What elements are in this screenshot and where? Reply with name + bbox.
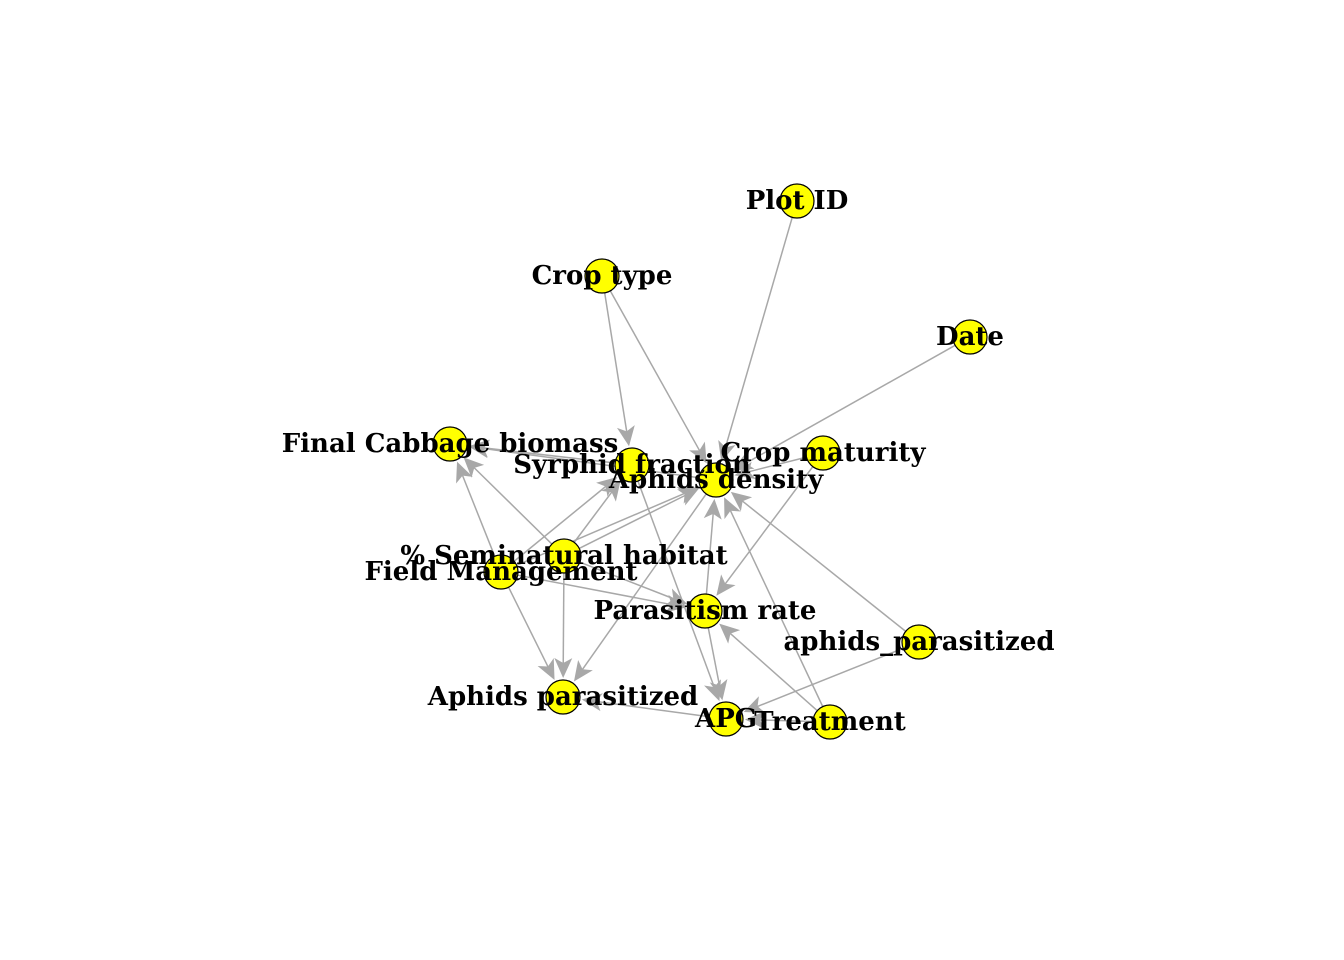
edge-seminatural-to-aphids_density bbox=[578, 488, 700, 550]
node-label-final_cabbage: Final Cabbage biomass bbox=[282, 429, 619, 459]
node-label-field_mgmt: Field Management bbox=[364, 557, 637, 587]
edge-field_mgmt-to-aphids_parasitized bbox=[507, 586, 555, 680]
node-aphids_parasitized bbox=[545, 679, 581, 715]
edge-field_mgmt-to-final_cabbage bbox=[456, 461, 496, 557]
edge-aphids_parasitized_lc-to-apg bbox=[743, 647, 904, 713]
edge-crop_maturity-to-parasitism bbox=[716, 466, 814, 596]
node-label-aphids_parasitized: Aphids parasitized bbox=[427, 682, 698, 712]
edge-seminatural-to-final_cabbage bbox=[463, 457, 553, 545]
node-treatment bbox=[812, 704, 848, 740]
node-seminatural bbox=[546, 538, 582, 574]
node-label-aphids_parasitized_lc: aphids_parasitized bbox=[783, 627, 1054, 657]
edge-aphids_parasitized_lc-to-aphids_density bbox=[730, 491, 907, 632]
node-label-apg: APG bbox=[694, 704, 757, 734]
node-field_mgmt bbox=[483, 554, 519, 590]
node-syrphid bbox=[614, 447, 650, 483]
node-label-treatment: Treatment bbox=[754, 707, 906, 737]
node-apg bbox=[708, 701, 744, 737]
node-label-plot_id: Plot ID bbox=[746, 186, 849, 216]
edge-crop_type-to-aphids_density bbox=[609, 290, 707, 464]
node-crop_maturity bbox=[805, 435, 841, 471]
edge-field_mgmt-to-aphids_density bbox=[516, 487, 699, 567]
edge-aphids_density-to-aphids_parasitized bbox=[573, 493, 707, 682]
node-label-date: Date bbox=[936, 322, 1004, 352]
edge-aphids_density-to-final_cabbage bbox=[468, 440, 700, 479]
node-layer bbox=[432, 183, 988, 740]
node-label-parasitism: Parasitism rate bbox=[594, 596, 817, 626]
node-date bbox=[952, 319, 988, 355]
edge-seminatural-to-syrphid bbox=[573, 480, 621, 543]
node-label-aphids_density: Aphids density bbox=[608, 465, 824, 495]
edge-layer bbox=[456, 217, 956, 730]
node-label-crop_type: Crop type bbox=[532, 261, 673, 291]
edge-treatment-to-aphids_density bbox=[724, 497, 824, 707]
edge-apg-to-aphids_parasitized bbox=[581, 693, 710, 718]
node-aphids_density bbox=[698, 462, 734, 498]
edge-seminatural-to-aphids_parasitized bbox=[554, 572, 573, 679]
label-layer: Plot ID Crop type Date Final Cabbage biomas… bbox=[282, 186, 1055, 737]
node-aphids_parasitized_lc bbox=[901, 624, 937, 660]
node-label-syrphid: Syrphid fraction bbox=[513, 450, 751, 480]
edge-crop_type-to-syrphid bbox=[603, 292, 635, 447]
node-parasitism bbox=[687, 593, 723, 629]
edge-treatment-to-parasitism bbox=[719, 623, 818, 712]
node-label-crop_maturity: Crop maturity bbox=[721, 438, 927, 468]
node-label-seminatural: % Seminatural habitat bbox=[400, 541, 727, 571]
edge-plot_id-to-aphids_density bbox=[718, 217, 793, 462]
node-final_cabbage bbox=[432, 426, 468, 462]
edge-field_mgmt-to-syrphid bbox=[513, 477, 618, 562]
node-crop_type bbox=[584, 258, 620, 294]
edge-parasitism-to-apg bbox=[707, 627, 728, 701]
edge-field_mgmt-to-parasitism bbox=[517, 574, 687, 613]
edge-treatment-to-apg bbox=[744, 711, 814, 730]
edge-parasitism-to-aphids_density bbox=[703, 498, 722, 595]
node-plot_id bbox=[779, 183, 815, 219]
edge-crop_maturity-to-aphids_density bbox=[734, 456, 807, 480]
